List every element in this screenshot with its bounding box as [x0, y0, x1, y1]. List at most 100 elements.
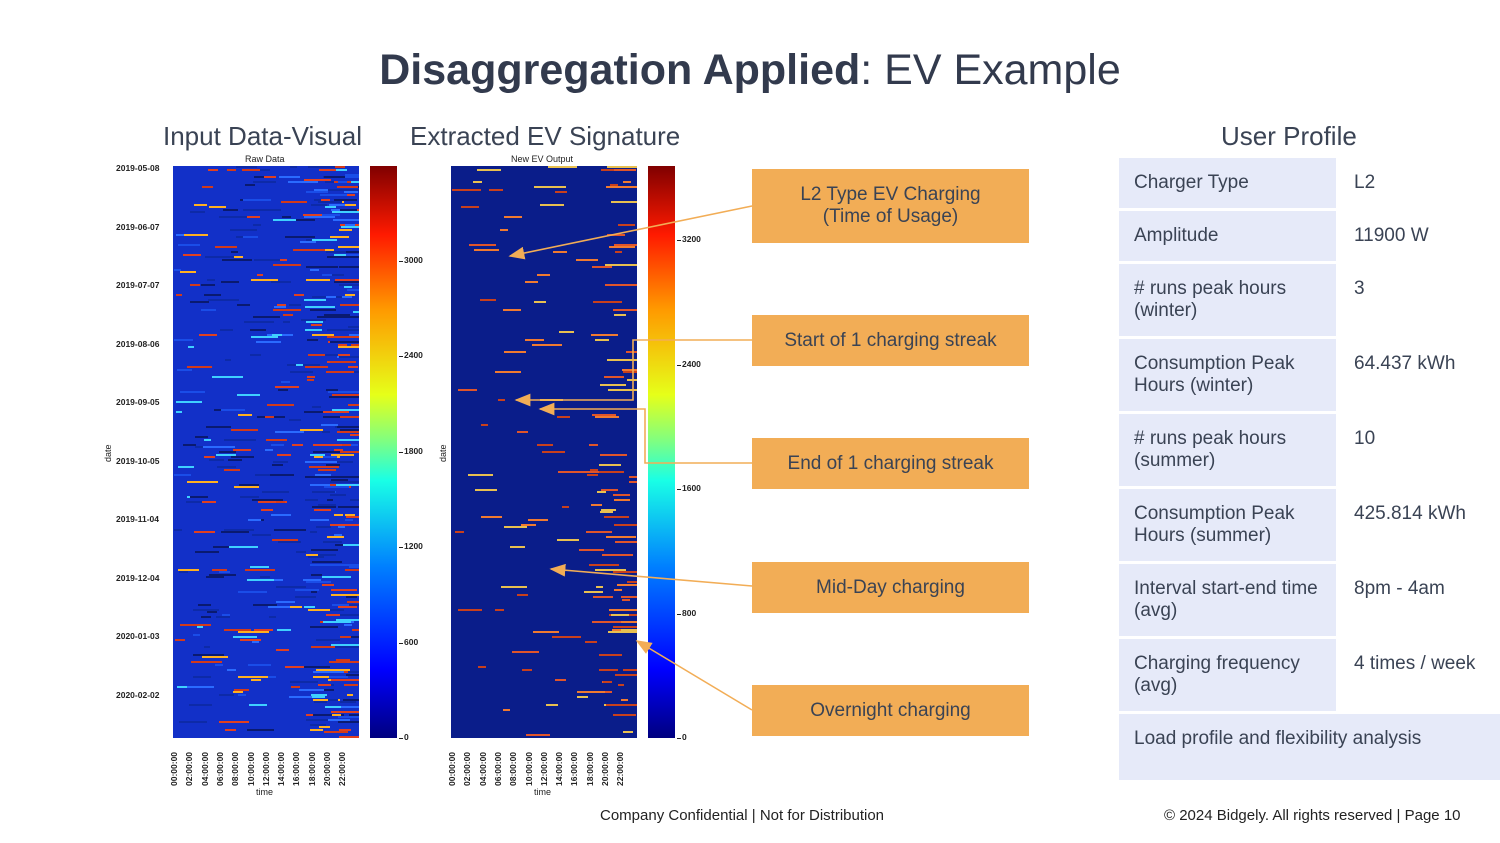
heatmap-cell — [339, 356, 359, 358]
heatmap-cell — [552, 636, 581, 638]
heatmap-cell — [245, 568, 275, 571]
heatmap-cell — [315, 526, 332, 528]
heatmap-cell — [343, 698, 359, 701]
heatmap-cell — [310, 268, 320, 271]
heatmap-cell — [607, 358, 637, 361]
heatmap-cell — [494, 371, 522, 373]
heatmap-cell — [276, 648, 290, 651]
heatmap-cell — [605, 703, 637, 706]
heatmap-cell — [177, 368, 192, 371]
heatmap-cell — [522, 668, 532, 671]
heatmap-cell — [321, 423, 338, 426]
heatmap-cell — [273, 578, 283, 581]
heatmap-cell — [290, 166, 298, 168]
heatmap-cell — [183, 233, 209, 236]
heatmap-cell — [609, 608, 637, 611]
heatmap-cell — [212, 546, 229, 548]
heatmap-cell — [328, 213, 340, 216]
heatmap-cell — [330, 678, 359, 681]
heatmap-cell — [221, 531, 249, 533]
heatmap-cell — [238, 693, 247, 696]
heatmap-cell — [615, 541, 637, 543]
callout-l2-line2: (Time of Usage) — [822, 206, 959, 227]
heatmap-cell — [222, 208, 239, 211]
heatmap-cell — [277, 453, 291, 456]
heatmap-cell — [238, 591, 267, 593]
heatmap-cell — [592, 413, 616, 416]
heatmap-cell — [481, 516, 502, 518]
heatmap-cell — [546, 703, 558, 706]
heatmap-cell — [307, 338, 318, 341]
heatmap-cell — [196, 626, 203, 628]
ev-chart-title: New EV Output — [511, 154, 574, 164]
heatmap-cell — [321, 576, 352, 578]
heatmap-cell — [326, 463, 341, 466]
heatmap-cell — [203, 293, 222, 296]
heatmap-cell — [533, 301, 546, 303]
heatmap-cell — [247, 728, 275, 731]
heatmap-cell — [284, 666, 314, 668]
heatmap-cell — [605, 691, 613, 693]
heatmap-cell — [252, 498, 284, 501]
heatmap-cell — [243, 198, 271, 201]
heatmap-cell — [175, 411, 183, 413]
heatmap-cell — [264, 416, 274, 418]
heatmap-cell — [303, 213, 326, 216]
heatmap-cell — [575, 258, 598, 261]
heatmap-cell — [257, 501, 287, 503]
heatmap-cell — [536, 443, 553, 446]
heatmap-cell — [215, 616, 230, 618]
heatmap-cell — [343, 286, 353, 288]
heatmap-cell — [324, 731, 348, 733]
heatmap-cell — [310, 308, 336, 311]
heatmap-cell — [303, 298, 327, 301]
heatmap-cell — [173, 528, 183, 531]
heatmap-cell — [230, 456, 254, 458]
heatmap-cell — [524, 338, 545, 341]
heatmap-cell — [278, 258, 287, 261]
heatmap-cell — [304, 328, 323, 331]
heatmap-cell — [333, 218, 359, 221]
heatmap-cell — [201, 656, 228, 658]
heatmap-cell — [333, 253, 349, 256]
heatmap-cell — [331, 646, 359, 648]
heatmap-cell — [223, 438, 256, 441]
heatmap-cell — [295, 218, 315, 221]
heatmap-cell — [218, 451, 236, 453]
heatmap-cell — [269, 616, 276, 618]
heatmap-cell — [295, 363, 305, 366]
heatmap-cell — [344, 223, 355, 226]
colorbar-tick-label: 0 — [399, 732, 409, 742]
heatmap-cell — [614, 498, 631, 501]
heatmap-cell — [628, 481, 637, 483]
profile-key: # runs peak hours (winter) — [1119, 264, 1336, 336]
heatmap-cell — [467, 473, 494, 476]
heatmap-cell — [516, 593, 528, 596]
profile-value: 4 times / week — [1336, 639, 1500, 711]
date-tick-label: 2019-09-05 — [116, 397, 160, 407]
heatmap-cell — [534, 186, 566, 188]
heatmap-cell — [318, 168, 336, 171]
heatmap-cell — [500, 228, 509, 231]
heatmap-cell — [334, 278, 359, 281]
heatmap-cell — [306, 266, 338, 268]
heatmap-cell — [324, 486, 350, 488]
heatmap-cell — [290, 681, 318, 683]
heatmap-cell — [617, 583, 637, 586]
heatmap-cell — [352, 311, 359, 313]
heatmap-cell — [313, 698, 340, 701]
heatmap-cell — [460, 206, 480, 208]
raw-data-heatmap — [173, 166, 359, 738]
heatmap-cell — [193, 203, 208, 206]
heatmap-cell — [498, 398, 506, 401]
heatmap-cell — [242, 208, 263, 211]
heatmap-cell — [174, 638, 186, 641]
heatmap-cell — [239, 483, 259, 486]
heatmap-cell — [227, 458, 243, 461]
heatmap-cell — [345, 293, 355, 296]
heatmap-cell — [179, 391, 205, 393]
heatmap-cell — [314, 508, 331, 511]
heatmap-cell — [327, 718, 351, 721]
heatmap-cell — [175, 293, 183, 296]
heatmap-cell — [344, 623, 353, 626]
